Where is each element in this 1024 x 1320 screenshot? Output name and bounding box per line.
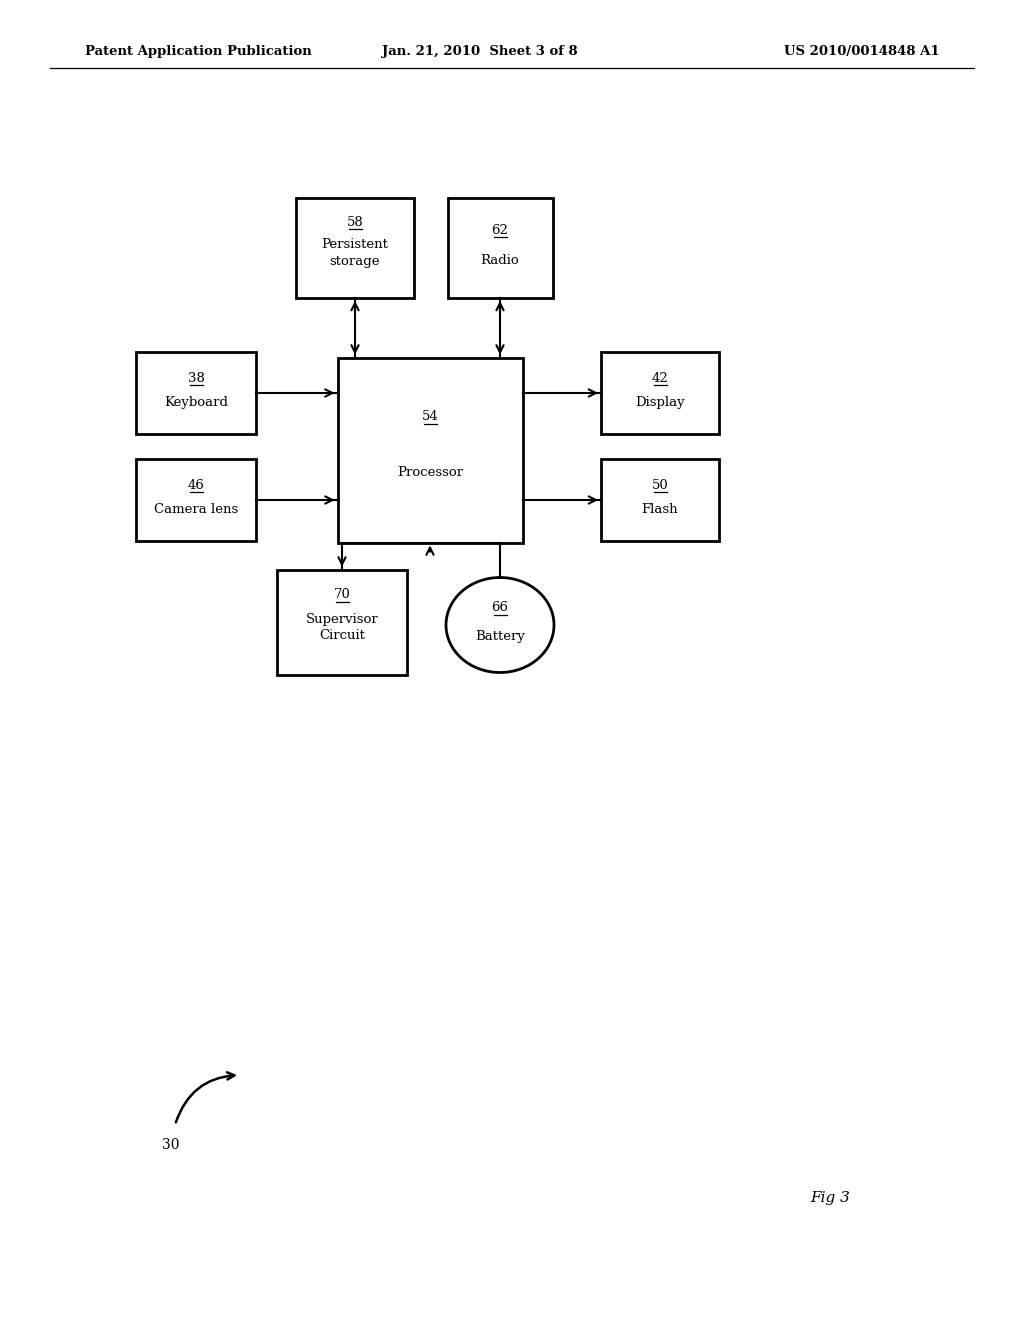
Text: Display: Display xyxy=(635,396,685,409)
Bar xyxy=(296,198,414,298)
Bar xyxy=(601,352,719,434)
Bar xyxy=(601,459,719,541)
Text: Jan. 21, 2010  Sheet 3 of 8: Jan. 21, 2010 Sheet 3 of 8 xyxy=(382,45,578,58)
Text: 70: 70 xyxy=(334,589,350,601)
Text: Radio: Radio xyxy=(480,253,519,267)
Text: 66: 66 xyxy=(492,602,509,614)
Bar xyxy=(338,358,522,543)
Bar xyxy=(136,352,256,434)
Text: Keyboard: Keyboard xyxy=(164,396,228,409)
Text: 58: 58 xyxy=(347,215,364,228)
Text: 38: 38 xyxy=(187,372,205,384)
Text: Supervisor
Circuit: Supervisor Circuit xyxy=(305,612,379,642)
Text: 42: 42 xyxy=(651,372,669,384)
Text: 46: 46 xyxy=(187,479,205,492)
Text: 54: 54 xyxy=(422,411,438,424)
Bar xyxy=(447,198,553,298)
Text: 30: 30 xyxy=(162,1138,179,1152)
Text: Patent Application Publication: Patent Application Publication xyxy=(85,45,311,58)
Text: 50: 50 xyxy=(651,479,669,492)
Text: Persistent
storage: Persistent storage xyxy=(322,239,388,268)
Text: Flash: Flash xyxy=(642,503,678,516)
Ellipse shape xyxy=(446,578,554,672)
Text: Camera lens: Camera lens xyxy=(154,503,239,516)
Bar xyxy=(278,569,407,675)
Text: Processor: Processor xyxy=(397,466,463,479)
Text: Battery: Battery xyxy=(475,630,525,643)
Bar xyxy=(136,459,256,541)
Text: 62: 62 xyxy=(492,223,509,236)
Text: Fig 3: Fig 3 xyxy=(810,1191,850,1205)
Text: US 2010/0014848 A1: US 2010/0014848 A1 xyxy=(784,45,940,58)
